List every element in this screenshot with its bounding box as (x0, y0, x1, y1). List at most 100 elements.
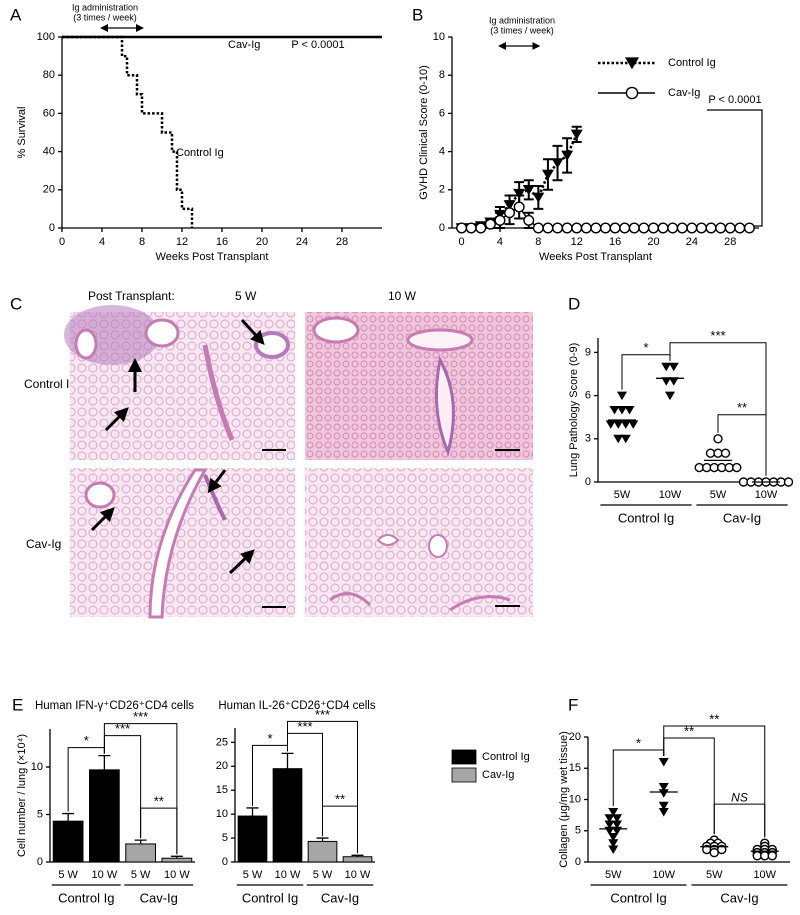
legend-swatch (451, 749, 477, 765)
marker (661, 377, 672, 386)
y-tick-label: 20 (216, 760, 228, 772)
y-tick-label: 60 (43, 107, 55, 119)
marker (667, 222, 679, 234)
marker (620, 434, 631, 444)
series-label: Cav-Ig (228, 39, 260, 51)
marker (541, 169, 554, 180)
significance-bracket (612, 749, 665, 806)
error-bar (316, 837, 329, 842)
y-tick-label: 10 (216, 808, 228, 820)
significance-label: *** (115, 721, 130, 736)
error-bar (351, 854, 364, 857)
marker (609, 222, 621, 234)
y-tick-label: 25 (216, 736, 228, 748)
significance-label: ** (335, 792, 345, 807)
error-bar (134, 839, 147, 844)
annotation: Ig administration (72, 2, 138, 12)
histology-panel: C Post Transplant: 5 W 10 W Control Ig C… (10, 289, 533, 619)
marker (532, 222, 544, 234)
panel-label: A (10, 5, 22, 24)
marker (724, 222, 736, 234)
marker (620, 420, 631, 429)
y-tick-label: 4 (439, 146, 445, 158)
marker (551, 158, 564, 169)
vessel (144, 318, 180, 348)
marker (647, 222, 659, 234)
bar (272, 768, 303, 863)
histology-prefix: Post Transplant: (88, 289, 175, 303)
marker (613, 420, 624, 429)
y-tick-label: 0 (585, 476, 591, 488)
significance-label: *** (133, 709, 148, 724)
marker (705, 222, 717, 234)
arrow (104, 407, 129, 432)
group-label: Control Ig (610, 890, 666, 905)
marker (504, 207, 516, 219)
group-label: Control Ig (58, 890, 114, 905)
y-tick-label: 0 (575, 856, 581, 868)
marker (625, 57, 639, 70)
x-tick-label: 5 W (243, 869, 263, 881)
y-axis-label: GVHD Clinical Score (0-10) (418, 65, 430, 199)
x-tick-label: 24 (686, 236, 698, 248)
panel-label: D (568, 294, 580, 313)
marker (590, 222, 602, 234)
x-tick-label: 10 W (92, 869, 118, 881)
x-tick-label: 20 (647, 236, 659, 248)
x-tick-label: 12 (571, 236, 583, 248)
survival-line (62, 35, 194, 228)
y-tick-label: 9 (585, 346, 591, 358)
marker (552, 222, 564, 234)
marker (604, 814, 615, 823)
x-tick-label: 8 (535, 236, 541, 248)
y-tick-label: 20 (569, 731, 581, 743)
marker (604, 820, 615, 829)
vessel-wall (203, 474, 227, 521)
group-label: Cav-Ig (321, 890, 359, 905)
marker (709, 847, 719, 858)
error-bar (281, 752, 294, 769)
marker (676, 222, 688, 234)
y-tick-label: 2 (439, 184, 445, 196)
x-tick-label: 5W (710, 489, 727, 501)
significance-bracket (669, 342, 767, 476)
marker (561, 150, 574, 161)
error-bar (98, 754, 111, 770)
marker (661, 362, 672, 372)
x-tick-label: 20 (256, 236, 268, 248)
significance-label: *** (710, 328, 725, 343)
annotation: P < 0.0001 (291, 39, 344, 51)
marker (542, 222, 554, 234)
x-tick-label: 10 W (345, 869, 371, 881)
marker (523, 214, 535, 226)
marker (760, 851, 770, 861)
marker (600, 222, 612, 234)
vessel (312, 316, 360, 344)
vessel (449, 595, 511, 612)
pvalue-bracket (707, 109, 763, 227)
x-axis-label: Weeks Post Transplant (156, 251, 269, 263)
panel-label: F (568, 695, 578, 714)
significance-bracket (717, 414, 767, 476)
marker (686, 222, 698, 234)
marker (561, 222, 573, 234)
marker (665, 391, 675, 401)
bar (89, 769, 120, 863)
chart-title: Human IL-26⁺CD26⁺CD4 cells (218, 700, 375, 712)
marker (532, 192, 545, 203)
x-tick-label: 0 (459, 236, 465, 248)
bar (237, 815, 268, 863)
y-tick-label: 20 (43, 184, 55, 196)
panel-label: E (12, 695, 23, 714)
marker (613, 434, 624, 444)
group-label: Cav-Ig (720, 890, 758, 905)
x-tick-label: 5 W (58, 869, 78, 881)
annotation: Ig administration (489, 15, 555, 25)
marker (658, 758, 669, 767)
error-bar (62, 812, 75, 822)
significance-label: * (643, 340, 648, 355)
group-label: Cav-Ig (140, 890, 178, 905)
y-tick-label: 6 (439, 107, 445, 119)
marker (658, 801, 669, 811)
group-label: Cav-Ig (723, 510, 761, 525)
